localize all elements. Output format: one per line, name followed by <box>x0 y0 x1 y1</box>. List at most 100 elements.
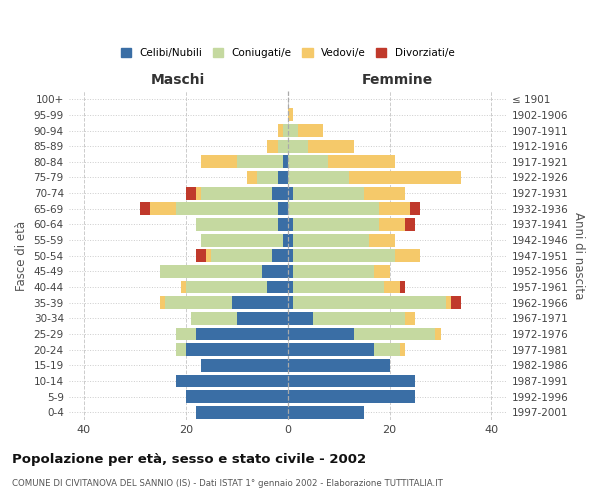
Bar <box>196 328 287 340</box>
Bar <box>379 202 410 215</box>
Bar <box>278 171 287 184</box>
Bar <box>287 390 415 403</box>
Bar <box>278 202 287 215</box>
Bar <box>405 218 415 231</box>
Bar <box>176 202 278 215</box>
Bar <box>293 218 379 231</box>
Text: Popolazione per età, sesso e stato civile - 2002: Popolazione per età, sesso e stato civil… <box>12 452 366 466</box>
Bar <box>278 124 283 137</box>
Bar <box>196 218 278 231</box>
Bar <box>201 186 272 200</box>
Bar <box>287 312 313 325</box>
Bar <box>374 344 400 356</box>
Bar <box>298 124 323 137</box>
Bar <box>328 156 395 168</box>
Legend: Celibi/Nubili, Coniugati/e, Vedovi/e, Divorziati/e: Celibi/Nubili, Coniugati/e, Vedovi/e, Di… <box>117 44 458 62</box>
Bar <box>436 328 440 340</box>
Bar <box>186 390 287 403</box>
Bar <box>287 280 293 293</box>
Text: Femmine: Femmine <box>362 72 433 86</box>
Bar <box>287 406 364 418</box>
Bar <box>237 312 287 325</box>
Bar <box>400 280 405 293</box>
Bar <box>287 156 328 168</box>
Bar <box>262 265 287 278</box>
Bar <box>287 265 293 278</box>
Bar <box>176 374 287 388</box>
Bar <box>293 186 364 200</box>
Bar <box>287 344 374 356</box>
Bar <box>196 186 201 200</box>
Bar <box>354 328 436 340</box>
Bar <box>278 140 287 152</box>
Bar <box>287 171 349 184</box>
Bar <box>278 218 287 231</box>
Bar <box>268 140 278 152</box>
Bar <box>451 296 461 309</box>
Bar <box>176 328 196 340</box>
Bar <box>160 296 166 309</box>
Bar <box>196 250 206 262</box>
Bar <box>186 280 268 293</box>
Bar <box>283 156 287 168</box>
Bar <box>364 186 405 200</box>
Bar <box>283 124 287 137</box>
Bar <box>369 234 395 246</box>
Bar <box>400 344 405 356</box>
Bar <box>405 312 415 325</box>
Bar <box>287 359 389 372</box>
Bar <box>211 250 272 262</box>
Bar <box>385 280 400 293</box>
Bar <box>201 359 287 372</box>
Bar <box>293 296 446 309</box>
Bar <box>247 171 257 184</box>
Bar <box>150 202 176 215</box>
Bar <box>283 234 287 246</box>
Bar <box>287 374 415 388</box>
Bar <box>410 202 420 215</box>
Bar <box>237 156 283 168</box>
Bar <box>395 250 420 262</box>
Bar <box>196 406 287 418</box>
Bar <box>201 234 283 246</box>
Bar <box>287 234 293 246</box>
Bar <box>287 328 354 340</box>
Y-axis label: Anni di nascita: Anni di nascita <box>572 212 585 300</box>
Bar <box>287 124 298 137</box>
Bar <box>374 265 389 278</box>
Bar <box>287 140 308 152</box>
Bar <box>287 218 293 231</box>
Y-axis label: Fasce di età: Fasce di età <box>15 220 28 291</box>
Bar <box>206 250 211 262</box>
Bar <box>287 202 379 215</box>
Bar <box>191 312 237 325</box>
Bar <box>181 280 186 293</box>
Bar <box>293 234 369 246</box>
Bar <box>287 250 293 262</box>
Bar <box>293 280 385 293</box>
Bar <box>166 296 232 309</box>
Bar <box>287 296 293 309</box>
Text: COMUNE DI CIVITANOVA DEL SANNIO (IS) - Dati ISTAT 1° gennaio 2002 - Elaborazione: COMUNE DI CIVITANOVA DEL SANNIO (IS) - D… <box>12 479 443 488</box>
Bar <box>268 280 287 293</box>
Bar <box>140 202 150 215</box>
Bar <box>379 218 405 231</box>
Bar <box>160 265 262 278</box>
Bar <box>287 186 293 200</box>
Bar <box>257 171 278 184</box>
Bar <box>186 344 287 356</box>
Bar <box>272 186 287 200</box>
Bar <box>293 265 374 278</box>
Bar <box>308 140 354 152</box>
Bar <box>272 250 287 262</box>
Bar <box>349 171 461 184</box>
Bar <box>293 250 395 262</box>
Bar <box>232 296 287 309</box>
Bar <box>287 108 293 122</box>
Bar <box>446 296 451 309</box>
Bar <box>176 344 186 356</box>
Bar <box>313 312 405 325</box>
Text: Maschi: Maschi <box>151 72 205 86</box>
Bar <box>186 186 196 200</box>
Bar <box>201 156 237 168</box>
